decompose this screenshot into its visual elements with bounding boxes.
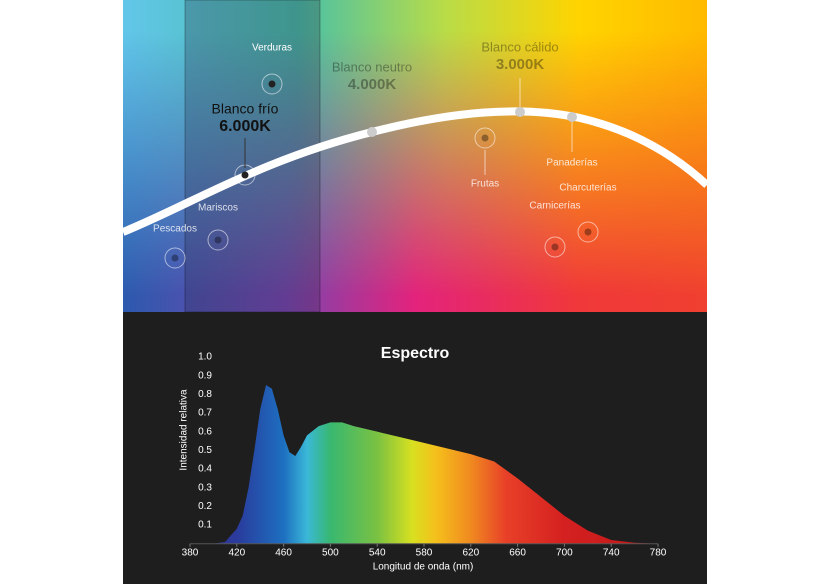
label: Blanco neutro	[332, 59, 412, 74]
label: Panaderías	[546, 158, 597, 169]
label: Pescados	[153, 224, 197, 235]
chart-title: Espectro	[381, 345, 450, 362]
label: Frutas	[471, 179, 499, 190]
x-tick-label: 500	[322, 547, 339, 558]
label: Charcuterías	[559, 183, 616, 194]
x-tick-label: 700	[556, 547, 573, 558]
x-tick-label: 380	[182, 547, 199, 558]
label: Carnicerías	[529, 201, 580, 212]
label: 3.000K	[496, 56, 545, 73]
x-tick-label: 580	[416, 547, 433, 558]
x-axis-label: Longitud de onda (nm)	[373, 562, 474, 573]
label: 6.000K	[219, 118, 271, 135]
x-tick-label: 460	[275, 547, 292, 558]
x-tick-label: 780	[650, 547, 667, 558]
y-tick-label: 1.0	[198, 352, 212, 363]
spectrum-chart: Espectro Longitud de onda (nm) Intensida…	[123, 312, 707, 584]
y-tick-label: 0.2	[198, 501, 212, 512]
label: Blanco frío	[212, 101, 279, 117]
y-tick-label: 0.7	[198, 408, 212, 419]
x-tick-label: 420	[228, 547, 245, 558]
y-tick-label: 0.5	[198, 445, 212, 456]
y-axis-label: Intensidad relativa	[179, 389, 190, 471]
y-tick-label: 0.4	[198, 464, 212, 475]
y-tick-label: 0.8	[198, 389, 212, 400]
label: Mariscos	[198, 203, 238, 214]
color-diagram: Verduras Blanco frío 6.000K Blanco neutr…	[121, 0, 710, 313]
y-tick-label: 0.3	[198, 482, 212, 493]
temperature-curve	[121, 107, 710, 236]
label: Blanco cálido	[481, 39, 558, 54]
markers	[164, 73, 599, 269]
label: 4.000K	[348, 76, 397, 93]
y-tick-label: 0.9	[198, 370, 212, 381]
x-tick-label: 620	[462, 547, 479, 558]
label: Verduras	[252, 43, 292, 54]
y-tick-label: 0.1	[198, 520, 212, 531]
y-tick-label: 0.6	[198, 426, 212, 437]
x-tick-label: 540	[369, 547, 386, 558]
x-tick-label: 740	[603, 547, 620, 558]
x-tick-label: 660	[509, 547, 526, 558]
spectrum-area	[190, 385, 658, 544]
background-top	[123, 0, 707, 312]
